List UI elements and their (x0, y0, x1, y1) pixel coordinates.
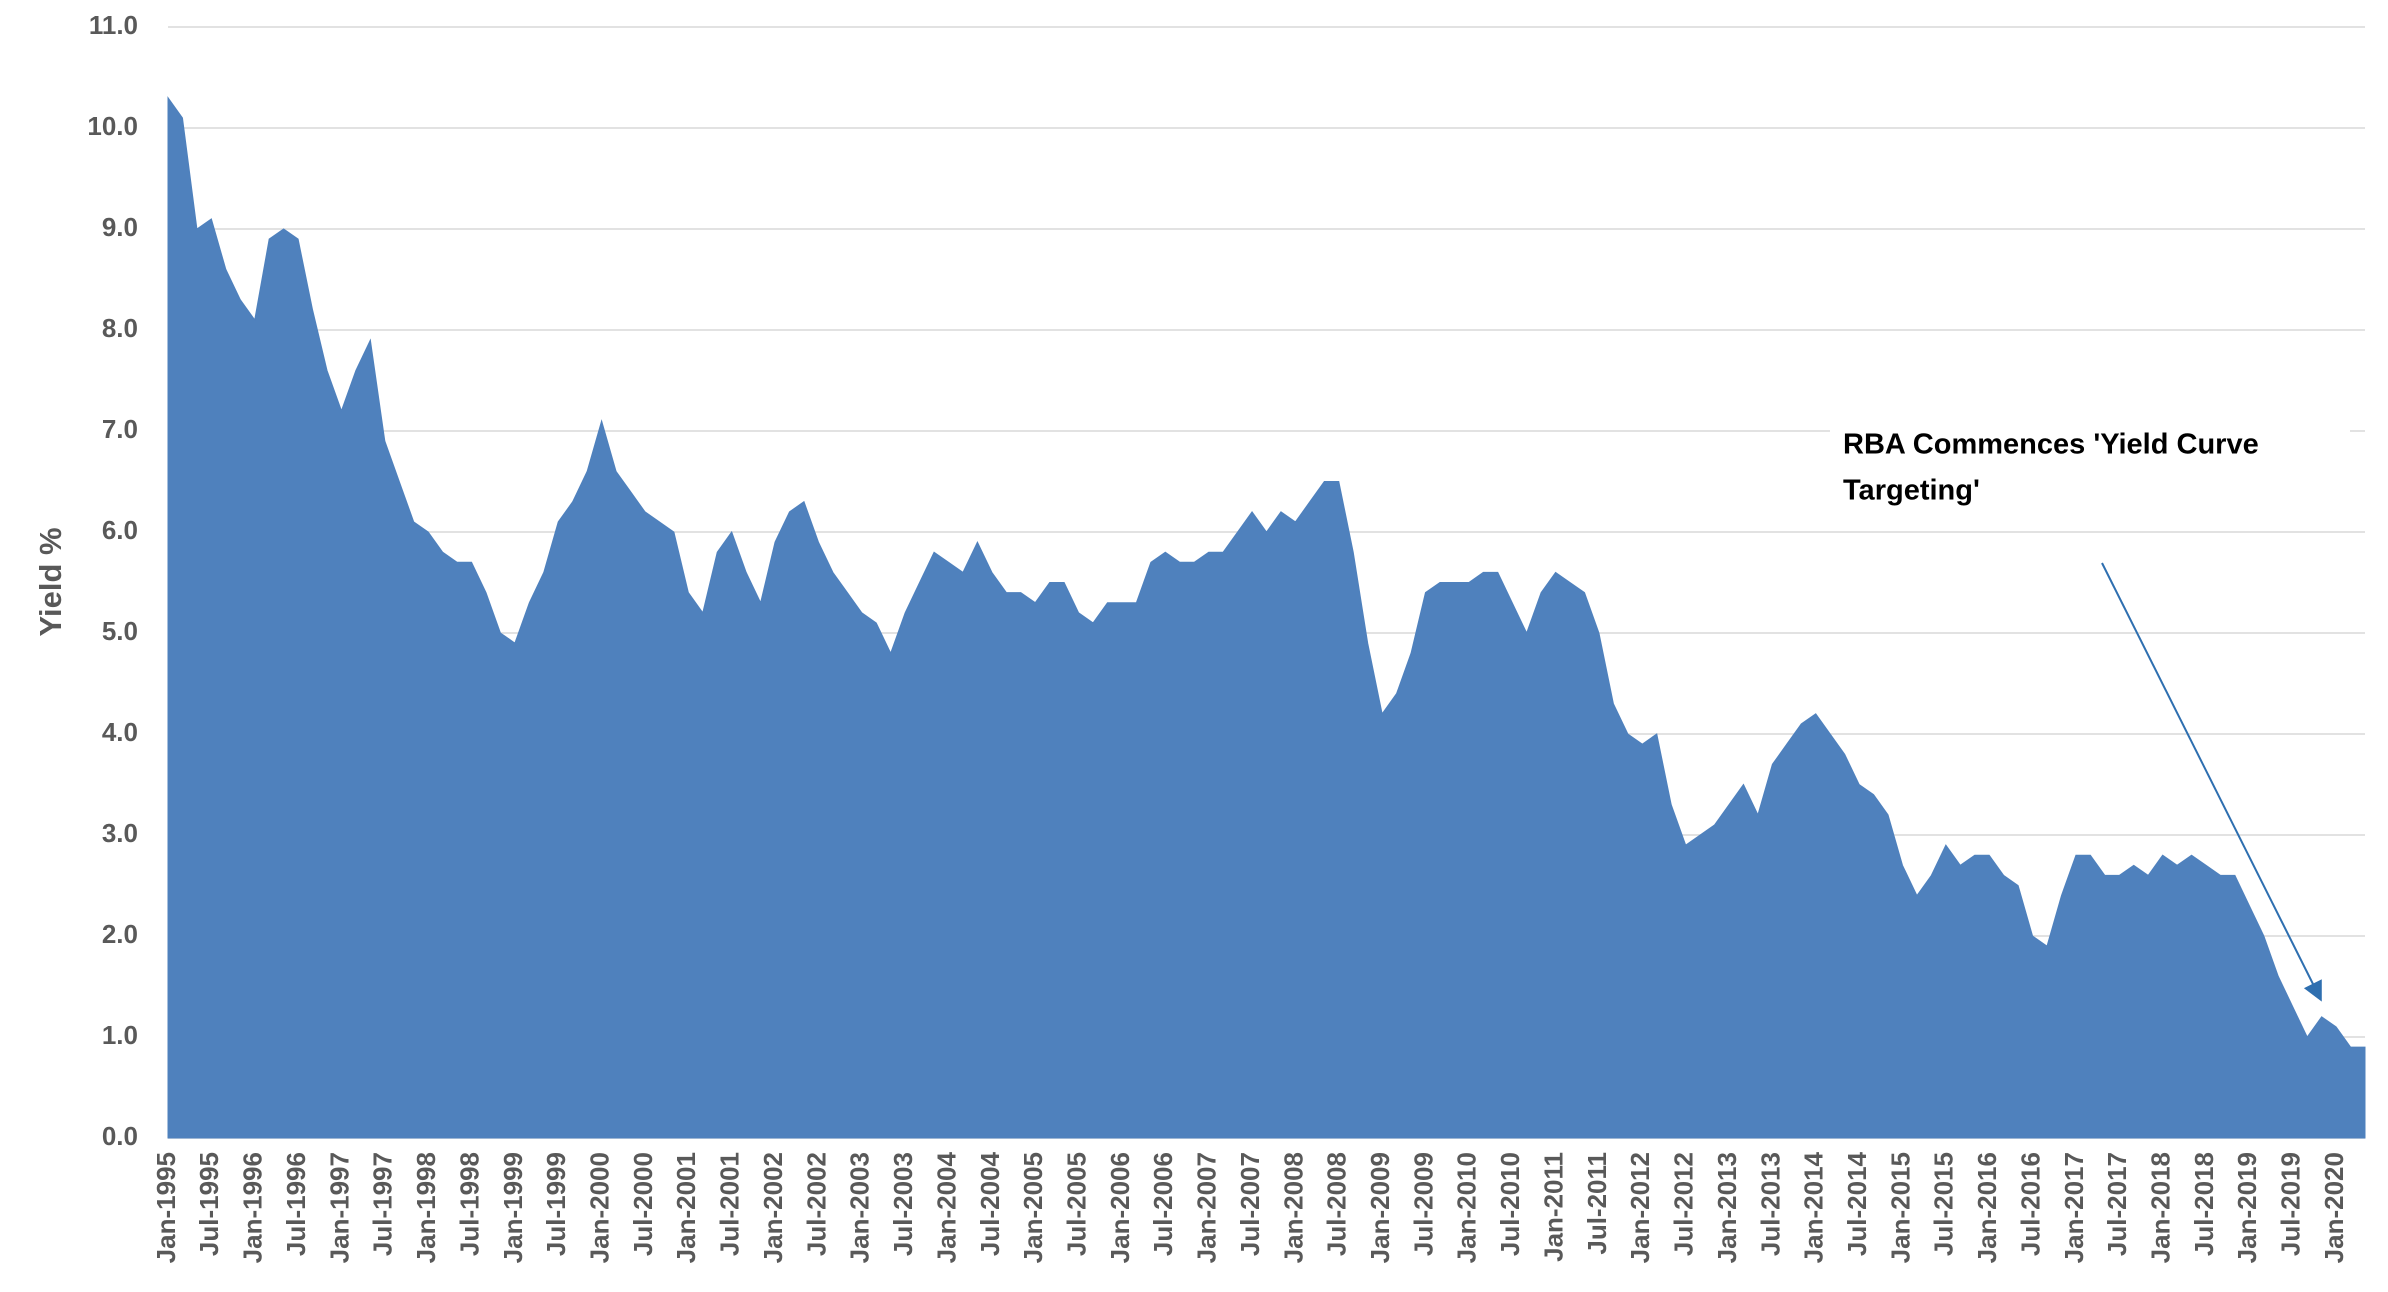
x-tick-label: Jan-2012 (1625, 1152, 1655, 1263)
x-tick-label: Jan-2011 (1538, 1152, 1568, 1262)
x-tick-label: Jul-2018 (2189, 1152, 2219, 1256)
x-tick-label: Jan-2002 (758, 1152, 788, 1263)
x-tick-label: Jul-2000 (628, 1152, 658, 1256)
y-tick-label: 8.0 (102, 313, 138, 343)
x-tick-label: Jul-2003 (888, 1152, 918, 1256)
x-tick-label: Jul-2007 (1235, 1152, 1265, 1256)
x-tick-label: Jan-1999 (498, 1152, 528, 1263)
x-tick-label: Jul-2019 (2276, 1152, 2306, 1256)
x-tick-label: Jan-2005 (1018, 1152, 1048, 1263)
x-tick-label: Jul-2006 (1148, 1152, 1178, 1256)
x-tick-label: Jan-2017 (2059, 1152, 2089, 1263)
x-tick-label: Jan-2016 (1972, 1152, 2002, 1263)
x-tick-label: Jul-2004 (975, 1151, 1005, 1256)
x-tick-label: Jan-1997 (324, 1152, 354, 1263)
x-tick-label: Jul-2005 (1061, 1152, 1091, 1256)
annotation-box (1830, 420, 2350, 520)
x-tick-label: Jul-2011 (1582, 1152, 1612, 1255)
x-tick-label: Jul-2015 (1929, 1152, 1959, 1256)
x-tick-label: Jan-2004 (931, 1151, 961, 1263)
x-tick-label: Jan-1998 (411, 1152, 441, 1263)
x-tick-label: Jan-2006 (1105, 1152, 1135, 1263)
y-tick-label: 11.0 (89, 10, 138, 40)
x-tick-label: Jan-2001 (671, 1152, 701, 1263)
y-tick-label: 1.0 (102, 1020, 138, 1050)
x-tick-label: Jan-1995 (151, 1152, 181, 1263)
x-tick-label: Jul-2014 (1842, 1151, 1872, 1256)
x-tick-label: Jul-2013 (1755, 1152, 1785, 1256)
x-tick-label: Jan-2000 (584, 1152, 614, 1263)
x-tick-label: Jul-2017 (2102, 1152, 2132, 1256)
y-tick-label: 6.0 (102, 515, 138, 545)
x-tick-label: Jan-2013 (1712, 1152, 1742, 1263)
annotation: RBA Commences 'Yield Curve (1843, 429, 2259, 461)
x-tick-label: Jan-2010 (1452, 1152, 1482, 1263)
x-tick-label: Jul-2016 (2015, 1152, 2045, 1256)
x-tick-label: Jan-2018 (2146, 1152, 2176, 1263)
x-tick-label: Jan-2015 (1885, 1152, 1915, 1263)
x-tick-label: Jul-1998 (454, 1152, 484, 1256)
x-tick-label: Jul-2010 (1495, 1152, 1525, 1256)
y-tick-label: 5.0 (102, 616, 138, 646)
annotation-arrow (2101, 562, 2322, 1002)
x-tick-label: Jan-2020 (2319, 1152, 2349, 1263)
x-tick-label: Jul-1995 (194, 1152, 224, 1256)
y-tick-label: 0.0 (102, 1121, 138, 1151)
x-tick-label: Jan-2014 (1799, 1151, 1829, 1263)
area (167, 96, 2366, 1139)
x-tick-label: Jul-1996 (281, 1152, 311, 1256)
x-tick-label: Jan-2003 (845, 1152, 875, 1263)
x-tick-label: Jul-2001 (715, 1152, 745, 1256)
x-tick-label: Jul-2012 (1669, 1152, 1699, 1256)
x-tick-label: Jul-1999 (541, 1152, 571, 1256)
y-tick-label: 7.0 (102, 414, 138, 444)
y-axis-label: Yield % (33, 527, 68, 636)
x-tick-label: Jan-1996 (238, 1152, 268, 1263)
x-tick-label: Jan-2009 (1365, 1152, 1395, 1263)
x-tick-label: Jan-2008 (1278, 1152, 1308, 1263)
y-tick-label: 9.0 (102, 212, 138, 242)
x-tick-label: Jan-2019 (2232, 1152, 2262, 1263)
annotation: Targeting' (1843, 475, 1980, 507)
x-tick-label: Jan-2007 (1192, 1152, 1222, 1263)
x-tick-label: Jul-1997 (368, 1152, 398, 1256)
y-tick-label: 2.0 (102, 919, 138, 949)
y-tick-label: 4.0 (102, 717, 138, 747)
y-tick-label: 10.0 (87, 111, 138, 141)
x-tick-label: Jul-2009 (1408, 1152, 1438, 1256)
x-tick-label: Jul-2008 (1322, 1152, 1352, 1256)
y-tick-label: 3.0 (102, 818, 138, 848)
x-tick-label: Jul-2002 (801, 1152, 831, 1256)
